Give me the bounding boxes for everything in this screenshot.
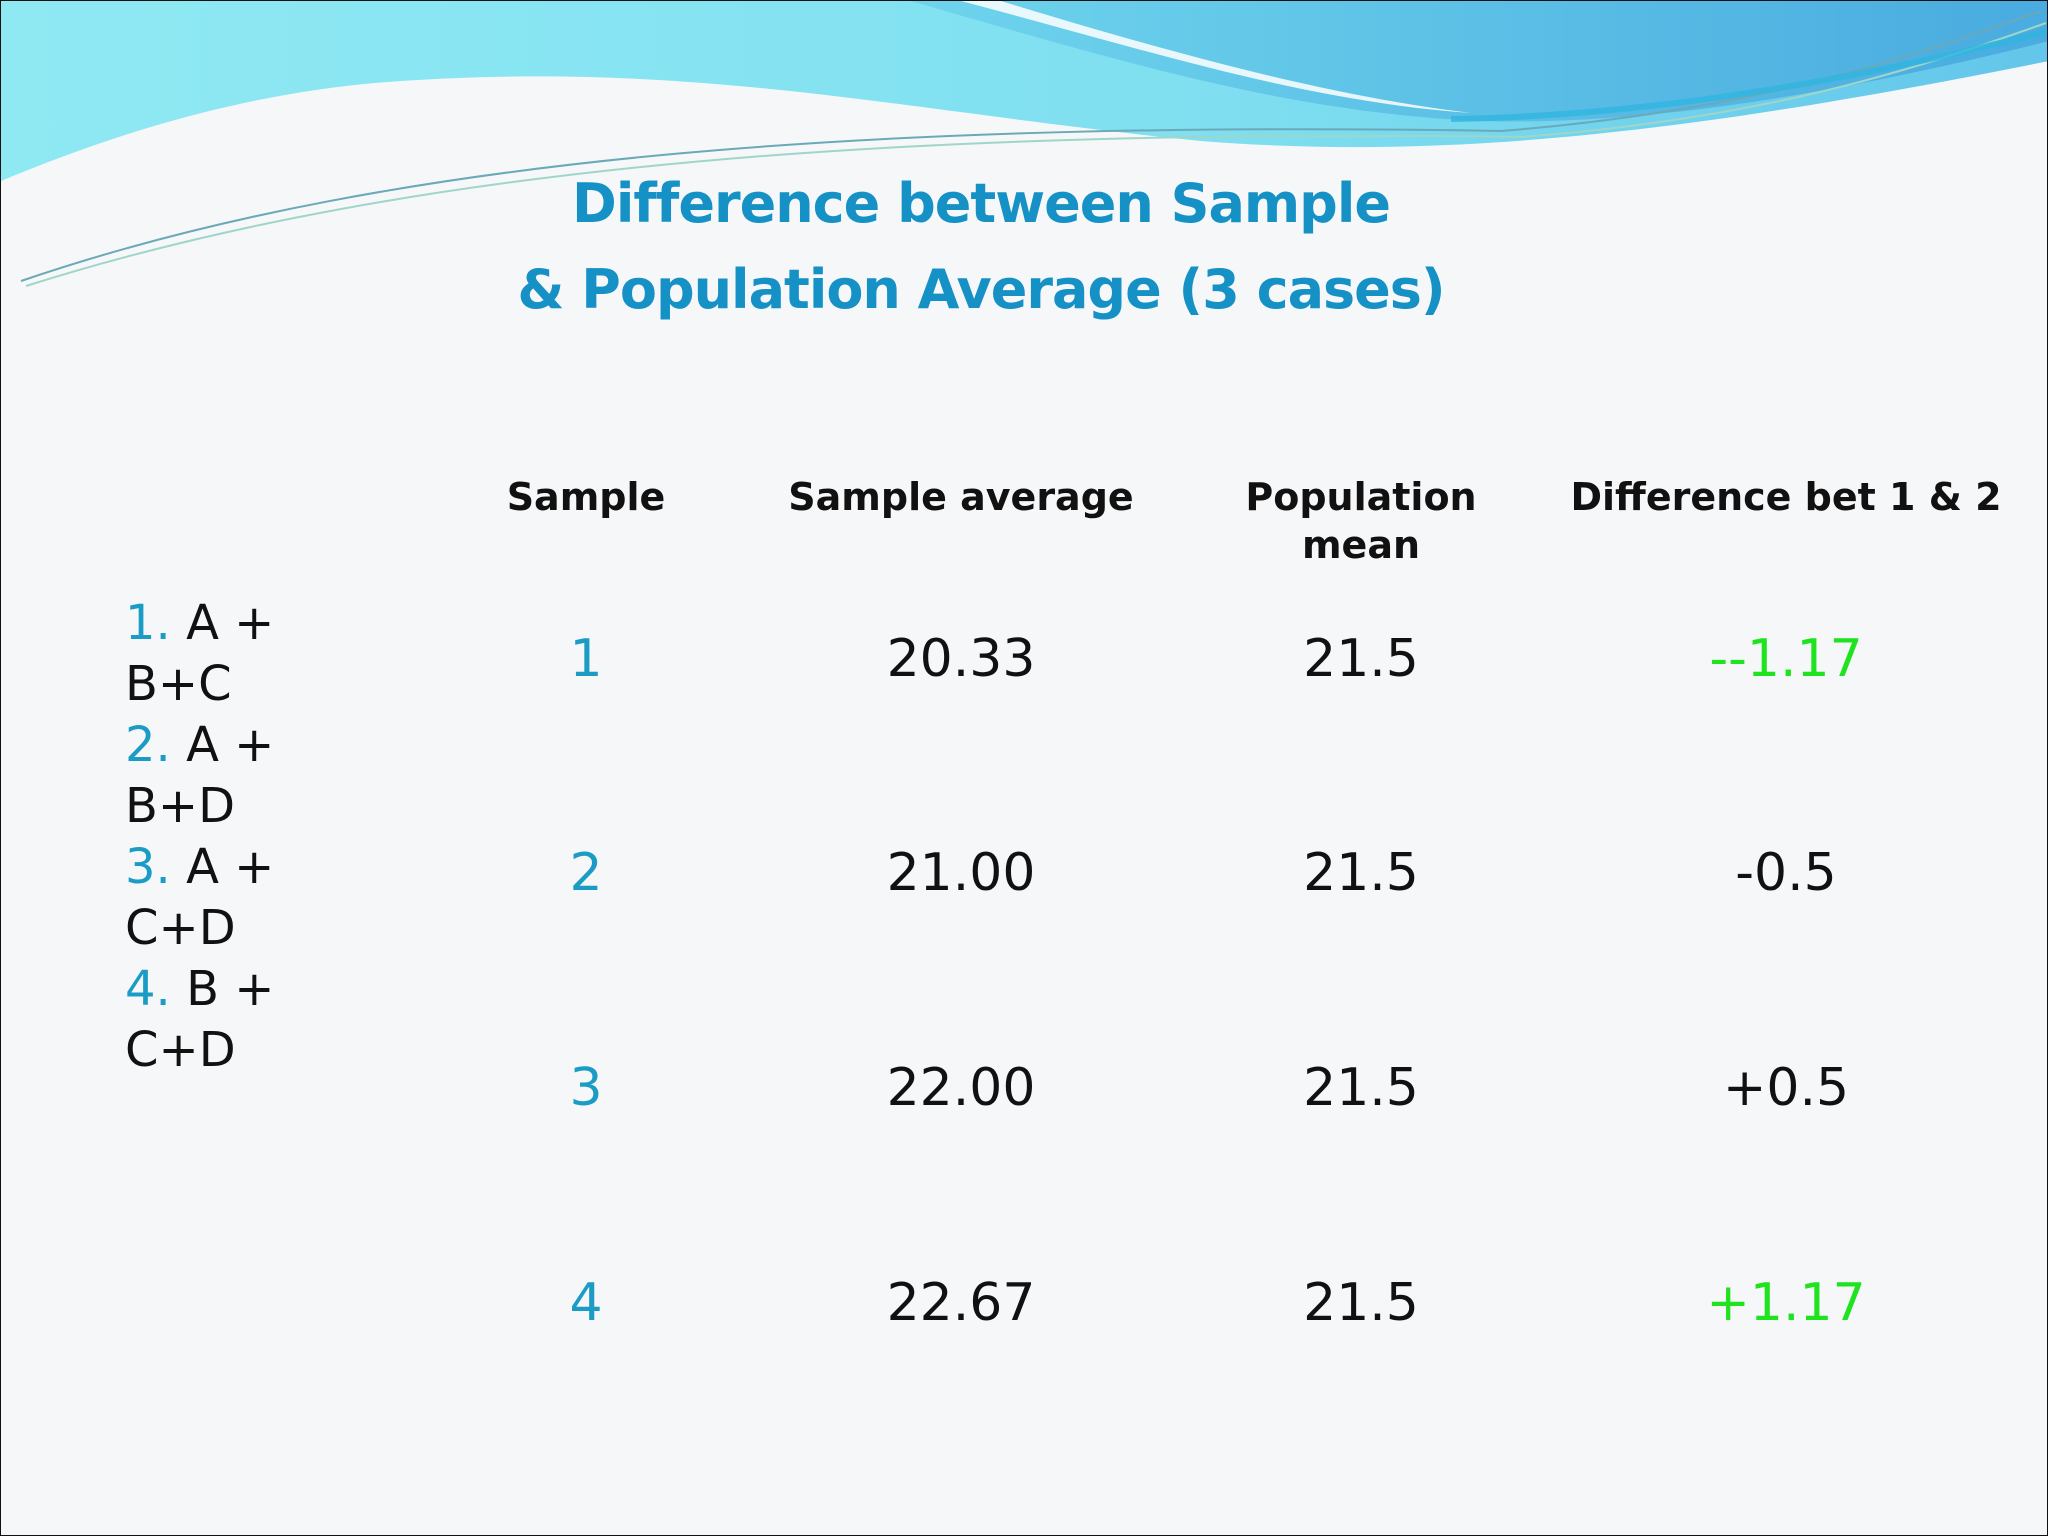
list-item-number: 4.: [125, 961, 171, 1017]
header-population-mean: Population mean: [1245, 475, 1477, 567]
list-item: 2. A + B+D: [125, 715, 345, 837]
slide-title: Difference between Sample & Population A…: [1, 161, 1961, 333]
list-item-text: A + B+D: [125, 717, 275, 834]
list-item: 3. A + C+D: [125, 837, 345, 959]
list-item-text: A + B+C: [125, 595, 275, 712]
cell-sample: 1: [569, 629, 603, 689]
cell-sample-average: 21.00: [886, 843, 1036, 903]
cell-sample-average: 20.33: [886, 629, 1036, 689]
cell-sample-average: 22.00: [886, 1058, 1036, 1118]
list-item-text: A + C+D: [125, 839, 275, 956]
list-item: 1. A + B+C: [125, 593, 345, 715]
cell-difference: +0.5: [1722, 1058, 1850, 1118]
title-line-2: & Population Average (3 cases): [517, 258, 1445, 321]
header-difference: Difference bet 1 & 2: [1570, 475, 2002, 519]
cell-sample: 2: [569, 843, 603, 903]
cell-difference: --1.17: [1709, 629, 1863, 689]
list-item-text: B + C+D: [125, 961, 275, 1078]
cell-sample: 3: [569, 1058, 603, 1118]
list-item-number: 2.: [125, 717, 171, 773]
list-item-number: 3.: [125, 839, 171, 895]
cell-population-mean: 21.5: [1303, 1058, 1419, 1118]
cell-population-mean: 21.5: [1303, 843, 1419, 903]
cell-population-mean: 21.5: [1303, 1273, 1419, 1333]
cell-difference: -0.5: [1735, 843, 1837, 903]
cell-sample: 4: [569, 1273, 603, 1333]
list-item: 4. B + C+D: [125, 959, 345, 1081]
sample-combinations-list: 1. A + B+C 2. A + B+D 3. A + C+D 4. B + …: [125, 593, 345, 1081]
cell-difference: +1.17: [1706, 1273, 1866, 1333]
cell-population-mean: 21.5: [1303, 629, 1419, 689]
cell-sample-average: 22.67: [886, 1273, 1036, 1333]
title-line-1: Difference between Sample: [572, 172, 1391, 235]
list-item-number: 1.: [125, 595, 171, 651]
decorative-wave-header: [1, 1, 2047, 287]
header-sample: Sample: [506, 475, 666, 519]
header-sample-average: Sample average: [788, 475, 1134, 519]
